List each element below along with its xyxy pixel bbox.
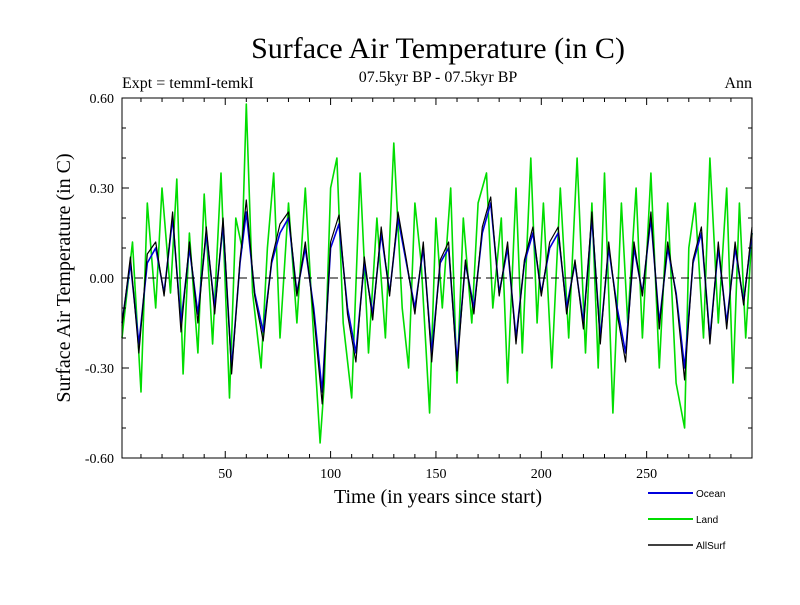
x-tick-label: 250	[636, 467, 657, 482]
y-tick-label: 0.60	[90, 92, 115, 107]
y-tick-label: -0.60	[85, 452, 114, 467]
y-axis: -0.60 -0.30 0.00 0.30 0.60	[85, 92, 752, 467]
legend-label-ocean: Ocean	[696, 489, 725, 500]
y-tick-label: -0.30	[85, 362, 114, 377]
y-tick-label: 0.00	[90, 272, 115, 287]
legend-label-allsurf: AllSurf	[696, 541, 726, 552]
series-line-allsurf	[121, 196, 753, 405]
chart-subtitle-center: 07.5kyr BP - 07.5kyr BP	[359, 69, 518, 86]
x-tick-label: 150	[425, 467, 446, 482]
series-layer	[121, 103, 753, 444]
x-tick-label: 50	[218, 467, 232, 482]
series-line-land	[121, 103, 753, 444]
legend-label-land: Land	[696, 515, 718, 526]
y-axis-label: Surface Air Temperature (in C)	[53, 153, 75, 402]
y-tick-label: 0.30	[90, 182, 115, 197]
x-tick-label: 200	[531, 467, 552, 482]
legend: Ocean Land AllSurf	[648, 489, 726, 552]
chart-subtitle-right: Ann	[724, 75, 752, 92]
chart-title: Surface Air Temperature (in C)	[251, 32, 625, 65]
x-tick-label: 100	[320, 467, 341, 482]
chart-subtitle-left: Expt = temmI-temkI	[122, 75, 254, 92]
x-axis-label: Time (in years since start)	[334, 486, 542, 508]
x-axis: 50 100 150 200 250	[140, 98, 732, 482]
